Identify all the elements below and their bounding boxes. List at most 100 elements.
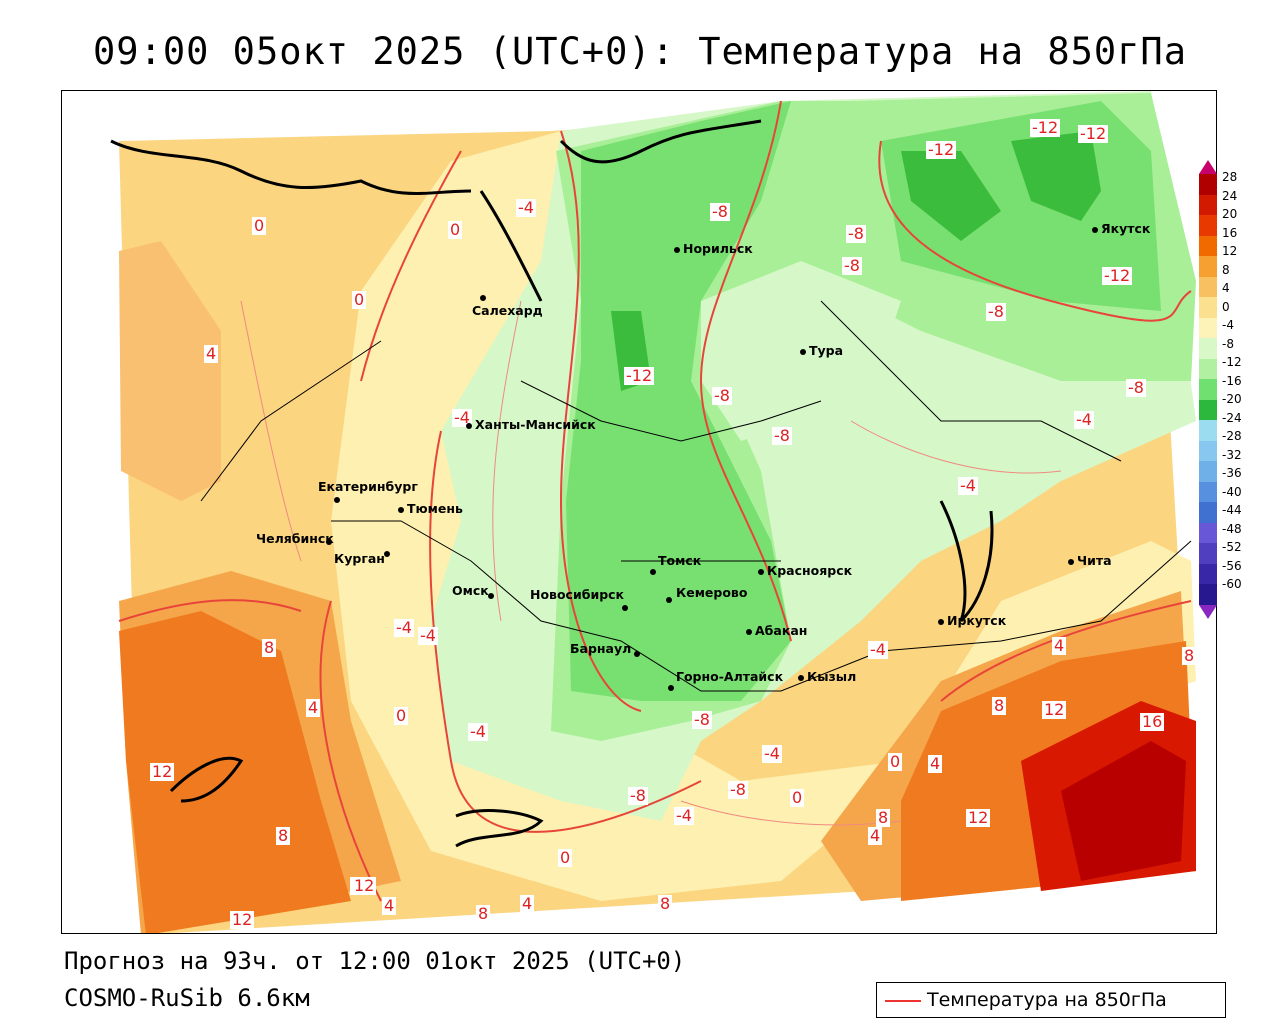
contour-label: 0 <box>252 216 267 235</box>
contour-label: -8 <box>628 786 648 805</box>
contour-label: 4 <box>868 826 883 845</box>
colorbar-segment <box>1199 522 1217 543</box>
city-label: Салехард <box>472 303 543 318</box>
city-marker: Ханты-Мансийск <box>466 417 596 432</box>
city-dot-icon <box>488 592 494 599</box>
colorbar-tick-label: 20 <box>1222 207 1238 221</box>
colorbar-segment <box>1199 543 1217 564</box>
map-area[interactable]: -12 -12 -12 -8 -8 -8 -4 0 0 0 -12 -8 -8 … <box>61 90 1217 934</box>
city-marker: Тюмень <box>398 501 463 516</box>
city-dot-icon <box>758 568 764 575</box>
colorbar-tick-label: -32 <box>1222 447 1242 462</box>
city-dot-icon <box>466 422 472 429</box>
contour-label: 4 <box>520 894 535 913</box>
city-marker <box>384 545 393 560</box>
city-marker: Норильск <box>674 241 753 256</box>
contour-label: -8 <box>692 710 712 729</box>
city-marker: Абакан <box>746 623 807 638</box>
contour-label: 16 <box>1140 712 1165 731</box>
colorbar-tick-label: -44 <box>1222 503 1242 517</box>
city-marker <box>650 563 659 578</box>
city-marker: Чита <box>1068 553 1112 568</box>
colorbar-segment <box>1199 276 1217 297</box>
map-title: 09:00 05окт 2025 (UTC+0): Температура на… <box>93 30 1187 73</box>
contour-label: -4 <box>418 626 438 645</box>
colorbar <box>1199 160 1217 619</box>
colorbar-segment <box>1199 584 1217 605</box>
city-marker <box>622 599 631 614</box>
city-marker <box>480 289 489 304</box>
colorbar-segment <box>1199 502 1217 523</box>
contour-label: 12 <box>230 910 255 929</box>
contour-label: 0 <box>352 290 367 309</box>
colorbar-tick-label: -40 <box>1222 484 1242 499</box>
colorbar-tick-label: -48 <box>1222 521 1242 536</box>
city-label: Курган <box>334 551 385 566</box>
city-dot-icon <box>746 628 752 635</box>
contour-label: 12 <box>1042 700 1067 719</box>
contour-label: -12 <box>1078 124 1109 143</box>
colorbar-segment <box>1199 174 1217 195</box>
contour-label: 8 <box>476 904 491 923</box>
contour-label: 0 <box>790 788 805 807</box>
contour-label: -8 <box>986 302 1006 321</box>
city-marker <box>668 679 677 694</box>
forecast-text: Прогноз на 93ч. от 12:00 01окт 2025 (UTC… <box>64 947 686 975</box>
city-dot-icon <box>668 684 674 691</box>
city-label: Челябинск <box>256 531 334 546</box>
city-marker: Красноярск <box>758 563 852 578</box>
contour-label: 4 <box>928 754 943 773</box>
city-marker: Кызыл <box>798 669 856 684</box>
contour-label: -8 <box>710 202 730 221</box>
contour-label: -8 <box>728 780 748 799</box>
colorbar-tick-label: -52 <box>1222 540 1242 554</box>
city-dot-icon <box>622 604 628 611</box>
colorbar-tick-label: -4 <box>1222 318 1234 332</box>
colorbar-tick-label: -28 <box>1222 429 1242 443</box>
colorbar-segment <box>1199 481 1217 502</box>
city-dot-icon <box>938 618 944 625</box>
colorbar-tick-label: 24 <box>1222 188 1238 203</box>
colorbar-tick-label: 12 <box>1222 244 1238 258</box>
contour-label: 0 <box>558 848 573 867</box>
colorbar-segment <box>1199 399 1217 420</box>
city-dot-icon <box>334 496 340 503</box>
contour-label: -12 <box>624 366 655 385</box>
contour-label: 12 <box>150 762 175 781</box>
colorbar-tick-label: -20 <box>1222 392 1242 406</box>
colorbar-tick-label: -8 <box>1222 336 1234 351</box>
contour-label: 0 <box>448 220 463 239</box>
colorbar-tick-label: -36 <box>1222 466 1242 480</box>
city-label: Новосибирск <box>530 587 625 602</box>
contour-label: 12 <box>352 876 377 895</box>
city-dot-icon <box>398 506 404 513</box>
contour-label: -12 <box>1102 266 1133 285</box>
colorbar-segment <box>1199 215 1217 236</box>
contour-label: -4 <box>958 476 978 495</box>
contour-label: -4 <box>468 722 488 741</box>
contour-label: 4 <box>306 698 321 717</box>
colorbar-segment <box>1199 235 1217 256</box>
legend-line-icon <box>885 1000 921 1002</box>
city-label: Томск <box>658 553 702 568</box>
city-dot-icon <box>674 246 680 253</box>
contour-label: -8 <box>772 426 792 445</box>
city-dot-icon <box>798 674 804 681</box>
colorbar-tick-label: -60 <box>1222 577 1242 591</box>
contour-label: 4 <box>204 344 219 363</box>
model-name: COSMO-RuSib 6.6км <box>64 984 310 1012</box>
legend-box: Температура на 850гПа <box>876 982 1226 1018</box>
colorbar-tick-label: -12 <box>1222 355 1242 369</box>
contour-label: 12 <box>966 808 991 827</box>
contour-label: 8 <box>992 696 1007 715</box>
contour-label: 8 <box>658 894 673 913</box>
city-dot-icon <box>480 294 486 301</box>
colorbar-tick-label: 4 <box>1222 281 1230 295</box>
contour-label: 8 <box>876 808 891 827</box>
colorbar-tick-label: 8 <box>1222 262 1230 277</box>
colorbar-segment <box>1199 563 1217 584</box>
contour-label: -4 <box>762 744 782 763</box>
city-dot-icon <box>666 596 672 603</box>
city-label: Барнаул <box>570 641 632 656</box>
legend-label: Температура на 850гПа <box>927 989 1167 1011</box>
